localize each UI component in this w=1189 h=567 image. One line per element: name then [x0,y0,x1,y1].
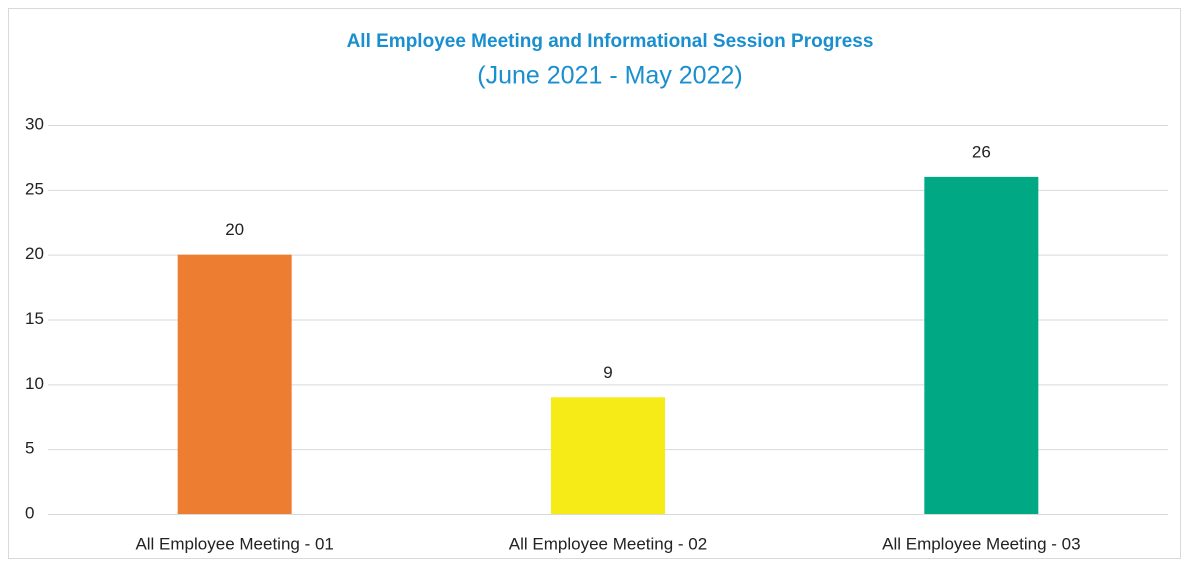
y-tick-label: 0 [25,503,34,522]
x-tick-label: All Employee Meeting - 03 [882,534,1080,553]
bar [551,397,665,514]
y-tick-label: 10 [25,374,44,393]
y-tick-label: 5 [25,439,34,458]
x-tick-label: All Employee Meeting - 01 [135,534,333,553]
chart-title: All Employee Meeting and Informational S… [347,31,874,52]
bar [177,254,292,514]
bar [924,176,1039,514]
x-tick-label: All Employee Meeting - 02 [509,534,707,553]
y-tick-label: 30 [25,114,44,133]
y-tick-label: 15 [25,309,44,328]
y-tick-label: 20 [25,244,44,263]
data-label: 9 [603,363,612,382]
data-label: 26 [972,142,991,161]
data-label: 20 [225,220,244,239]
chart-subtitle: (June 2021 - May 2022) [477,62,742,90]
y-tick-label: 25 [25,179,44,198]
